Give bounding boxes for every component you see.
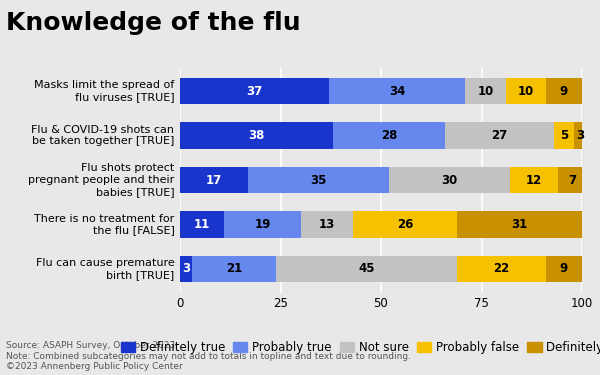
Legend: Definitely true, Probably true, Not sure, Probably false, Definitely false: Definitely true, Probably true, Not sure… bbox=[121, 341, 600, 354]
Bar bbox=[329, 78, 466, 104]
Text: 38: 38 bbox=[248, 129, 265, 142]
Text: 3: 3 bbox=[576, 129, 584, 142]
Text: 10: 10 bbox=[478, 85, 494, 98]
Text: 45: 45 bbox=[359, 262, 375, 275]
Text: 10: 10 bbox=[518, 85, 534, 98]
Bar bbox=[180, 256, 192, 282]
Text: 28: 28 bbox=[381, 129, 397, 142]
Bar bbox=[574, 122, 586, 149]
Text: 22: 22 bbox=[493, 262, 510, 275]
Bar bbox=[353, 211, 457, 238]
Text: 7: 7 bbox=[568, 174, 576, 186]
Text: 12: 12 bbox=[526, 174, 542, 186]
Text: 9: 9 bbox=[560, 85, 568, 98]
Bar bbox=[180, 122, 333, 149]
Bar bbox=[180, 166, 248, 194]
Bar bbox=[445, 122, 554, 149]
Bar bbox=[180, 211, 224, 238]
Bar bbox=[466, 78, 506, 104]
Text: 17: 17 bbox=[206, 174, 222, 186]
Text: 37: 37 bbox=[246, 85, 262, 98]
Bar bbox=[301, 211, 353, 238]
Text: 27: 27 bbox=[491, 129, 508, 142]
Bar bbox=[509, 166, 558, 194]
Text: 34: 34 bbox=[389, 85, 405, 98]
Bar bbox=[192, 256, 277, 282]
Text: 5: 5 bbox=[560, 129, 568, 142]
Bar bbox=[546, 256, 582, 282]
Text: 30: 30 bbox=[441, 174, 457, 186]
Bar bbox=[180, 78, 329, 104]
Text: 26: 26 bbox=[397, 218, 413, 231]
Text: 13: 13 bbox=[319, 218, 335, 231]
Bar bbox=[333, 122, 445, 149]
Text: Source: ASAPH Survey, October 2023
Note: Combined subcategories may not add to t: Source: ASAPH Survey, October 2023 Note:… bbox=[6, 342, 411, 371]
Text: 31: 31 bbox=[512, 218, 528, 231]
Text: 21: 21 bbox=[226, 262, 242, 275]
Text: 3: 3 bbox=[182, 262, 190, 275]
Bar bbox=[457, 211, 582, 238]
Text: 35: 35 bbox=[311, 174, 327, 186]
Bar bbox=[389, 166, 509, 194]
Text: Knowledge of the flu: Knowledge of the flu bbox=[6, 11, 301, 35]
Text: 19: 19 bbox=[254, 218, 271, 231]
Bar bbox=[457, 256, 546, 282]
Bar bbox=[248, 166, 389, 194]
Bar bbox=[506, 78, 546, 104]
Bar bbox=[558, 166, 586, 194]
Bar bbox=[224, 211, 301, 238]
Text: 9: 9 bbox=[560, 262, 568, 275]
Bar bbox=[277, 256, 457, 282]
Bar bbox=[546, 78, 582, 104]
Text: 11: 11 bbox=[194, 218, 210, 231]
Bar bbox=[554, 122, 574, 149]
